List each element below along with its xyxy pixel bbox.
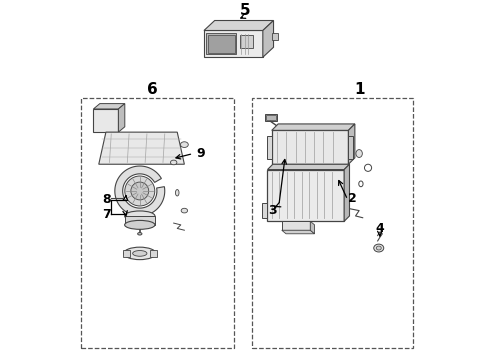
Polygon shape	[204, 31, 263, 57]
Ellipse shape	[356, 150, 362, 157]
Ellipse shape	[374, 244, 384, 252]
Polygon shape	[204, 21, 273, 31]
Polygon shape	[266, 115, 276, 120]
Polygon shape	[348, 124, 355, 164]
Polygon shape	[208, 35, 235, 53]
Ellipse shape	[124, 247, 156, 260]
Text: 6: 6	[147, 82, 158, 97]
Polygon shape	[122, 250, 130, 257]
Polygon shape	[272, 130, 348, 164]
Polygon shape	[344, 164, 349, 221]
Polygon shape	[268, 164, 349, 170]
Ellipse shape	[138, 233, 142, 235]
Polygon shape	[272, 33, 278, 40]
Polygon shape	[282, 230, 315, 234]
Polygon shape	[272, 124, 355, 130]
Text: 4: 4	[375, 222, 384, 235]
Polygon shape	[99, 132, 184, 164]
Ellipse shape	[376, 246, 381, 250]
Polygon shape	[241, 35, 253, 48]
Ellipse shape	[175, 190, 179, 196]
Text: 5: 5	[240, 3, 250, 18]
Polygon shape	[268, 136, 272, 159]
Ellipse shape	[171, 160, 177, 165]
Text: 8: 8	[103, 193, 111, 206]
Polygon shape	[268, 170, 344, 221]
Ellipse shape	[133, 251, 147, 256]
Circle shape	[125, 176, 155, 206]
Polygon shape	[262, 203, 268, 218]
Polygon shape	[115, 166, 165, 216]
Circle shape	[131, 182, 148, 200]
Polygon shape	[206, 33, 236, 54]
Polygon shape	[124, 216, 155, 225]
Ellipse shape	[180, 142, 188, 148]
Text: 7: 7	[102, 208, 111, 221]
Polygon shape	[310, 221, 315, 234]
Ellipse shape	[181, 208, 188, 213]
Ellipse shape	[299, 148, 308, 154]
Polygon shape	[119, 104, 125, 132]
Text: 9: 9	[196, 147, 205, 160]
Text: 3: 3	[268, 204, 277, 217]
Ellipse shape	[124, 211, 155, 221]
Polygon shape	[94, 104, 125, 109]
Text: 2: 2	[347, 192, 356, 204]
Ellipse shape	[124, 220, 155, 229]
Polygon shape	[263, 21, 273, 57]
Polygon shape	[94, 109, 119, 132]
Polygon shape	[282, 221, 310, 230]
Text: 1: 1	[354, 82, 365, 97]
Polygon shape	[265, 114, 277, 121]
Polygon shape	[348, 136, 353, 159]
Polygon shape	[150, 250, 157, 257]
